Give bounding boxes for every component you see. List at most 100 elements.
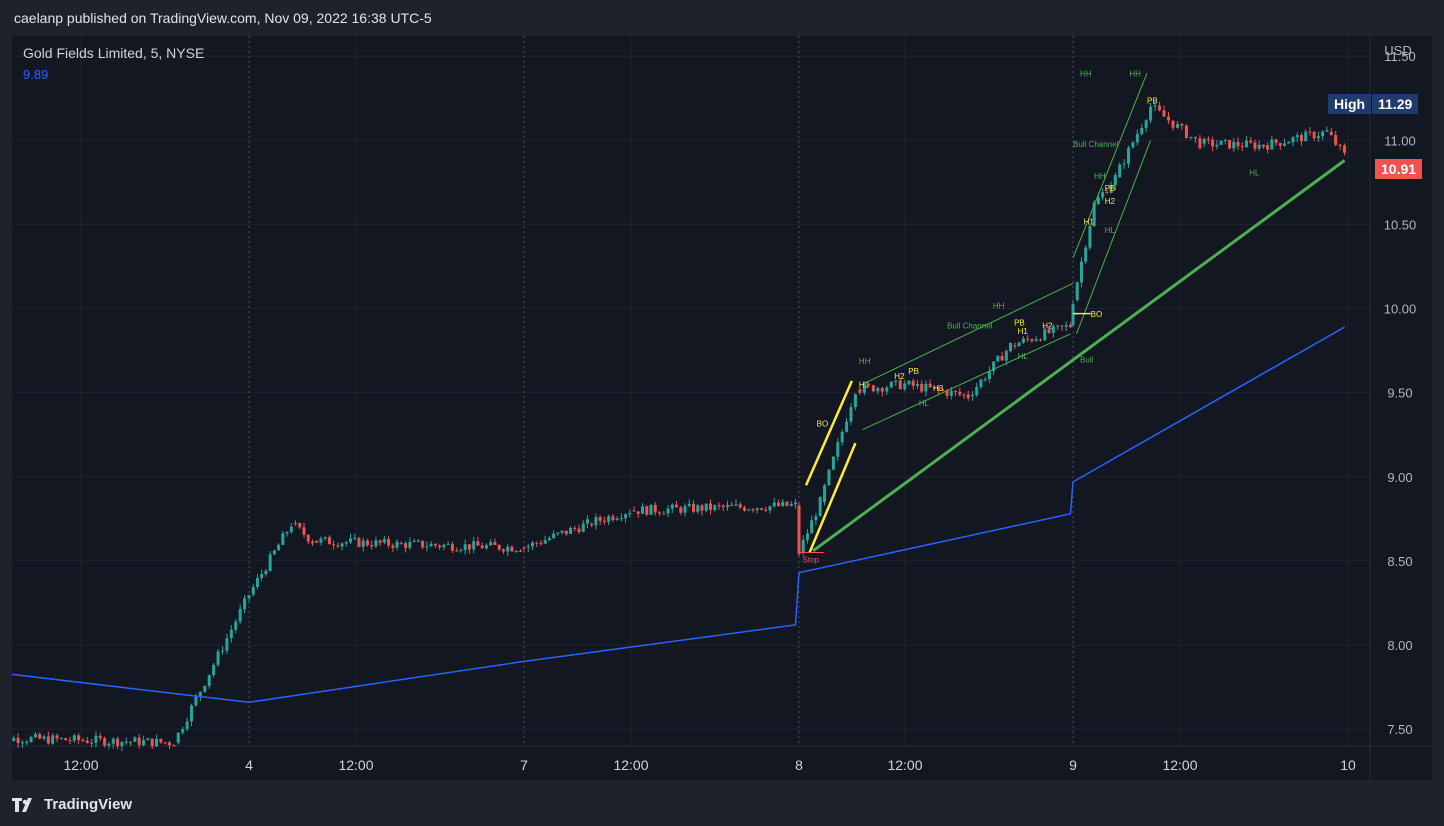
candle-body	[1219, 140, 1223, 145]
candle-body	[522, 547, 526, 549]
candle-body	[653, 504, 657, 513]
candle-body	[68, 740, 72, 742]
candle-body	[585, 519, 589, 524]
candle-body	[38, 734, 42, 739]
candle-body	[1056, 325, 1060, 327]
candle-body	[814, 516, 818, 521]
candle-body	[1060, 325, 1064, 327]
annotation-label: H1	[1084, 217, 1095, 226]
candle-body	[357, 537, 361, 547]
candle-body	[805, 533, 809, 540]
candle-body	[1184, 125, 1188, 138]
candle-body	[615, 518, 619, 520]
price-tick-label: 10.50	[1384, 217, 1417, 232]
annotation-label: Bull	[1080, 355, 1094, 364]
symbol-legend[interactable]: Gold Fields Limited, 5, NYSE	[23, 45, 205, 61]
chart-area[interactable]: 11.50 11.00 10.50 10.00 9.50 9.00 8.50 8.00 7.50…	[12, 36, 1432, 780]
candle-body	[692, 503, 696, 512]
candle-body	[928, 383, 932, 388]
bull-channel-2-upper	[1072, 72, 1148, 259]
candle-body	[302, 527, 306, 535]
candle-body	[1101, 192, 1105, 198]
candle-body	[907, 380, 911, 385]
candle-body	[945, 390, 949, 396]
candle-body	[225, 638, 229, 651]
candle-body	[399, 543, 403, 545]
candle-body	[894, 380, 898, 382]
candle-body	[560, 530, 564, 533]
candle-body	[216, 651, 220, 665]
candle-body	[1321, 131, 1325, 137]
price-tick-label: 8.50	[1387, 554, 1412, 569]
candle-body	[941, 389, 945, 391]
candle-body	[1175, 124, 1179, 128]
candle-body	[598, 517, 602, 521]
price-chart[interactable]: 11.50 11.00 10.50 10.00 9.50 9.00 8.50 8.00 7.50…	[12, 36, 1432, 780]
candle-body	[751, 509, 755, 511]
candle-body	[51, 735, 55, 744]
candle-body	[602, 520, 606, 522]
candle-body	[607, 516, 611, 522]
candle-body	[1140, 127, 1144, 134]
annotation-label: HH	[1080, 69, 1092, 78]
candle-body	[395, 541, 399, 548]
candle-body	[1257, 144, 1261, 149]
candle-body	[759, 508, 763, 510]
candle-body	[903, 383, 907, 390]
candle-body	[1109, 185, 1113, 193]
candle-body	[1211, 139, 1215, 147]
candle-body	[365, 540, 369, 546]
candle-body	[391, 545, 395, 548]
high-value-badge: 11.29	[1372, 94, 1419, 114]
candle-body	[845, 421, 849, 432]
candle-body	[438, 545, 442, 548]
candle-body	[472, 541, 476, 550]
candle-body	[862, 384, 866, 393]
candle-body	[281, 533, 285, 545]
candle-body	[687, 503, 691, 507]
candle-body	[142, 740, 146, 746]
publish-bar: caelanp published on TradingView.com, No…	[0, 0, 1444, 36]
candle-body	[1144, 120, 1148, 128]
candle-body	[277, 544, 281, 551]
candle-body	[85, 740, 89, 743]
candle-body	[315, 540, 319, 543]
candle-body	[979, 379, 983, 387]
candle-body	[1283, 143, 1287, 146]
candle-body	[1004, 350, 1008, 361]
candle-body	[480, 545, 484, 549]
candle-body	[1270, 139, 1274, 150]
candle-body	[658, 512, 662, 514]
time-tick-label: 8	[795, 757, 803, 773]
last-price-badge: 10.91	[1375, 159, 1423, 179]
price-tick-label: 10.00	[1384, 302, 1417, 317]
candle-body	[1043, 329, 1047, 341]
candle-body	[1206, 138, 1210, 140]
candle-body	[713, 505, 717, 510]
annotation-label: PB	[1105, 184, 1116, 193]
candle-body	[772, 502, 776, 507]
candle-body	[962, 394, 966, 396]
candle-body	[683, 506, 687, 513]
candle-body	[1295, 135, 1299, 138]
candle-body	[1232, 141, 1236, 149]
annotation-label: HH	[993, 302, 1005, 311]
candle-body	[238, 609, 242, 622]
candle-body	[349, 538, 353, 543]
price-tick-label: 7.50	[1387, 722, 1412, 737]
candle-body	[1291, 137, 1295, 143]
candle-body	[1253, 142, 1257, 149]
candle-body	[1153, 105, 1157, 107]
annotation-label: PB	[1014, 318, 1025, 327]
candle-body	[1304, 131, 1308, 142]
candle-body	[911, 380, 915, 386]
candle-body	[33, 734, 37, 738]
candle-body	[323, 537, 327, 539]
candle-body	[59, 738, 63, 740]
candle-body	[636, 511, 640, 514]
annotation-label: HL	[1249, 169, 1260, 178]
candle-body	[704, 503, 708, 511]
candle-body	[1051, 326, 1055, 333]
candle-body	[336, 545, 340, 547]
candle-body	[412, 540, 416, 542]
